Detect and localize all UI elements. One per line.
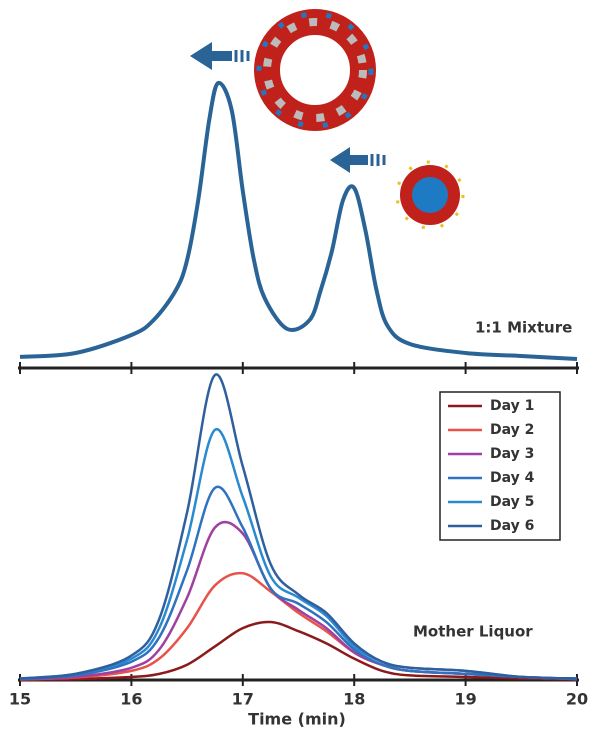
arrow-dashes (372, 154, 384, 166)
chart: 1:1 Mixture Mother Liquor Time (min) 15 1… (0, 0, 594, 734)
arrow-dashes (236, 50, 248, 62)
legend-label: Day 5 (490, 494, 534, 510)
arrow (190, 42, 232, 70)
x-tick-label: 16 (120, 690, 142, 709)
molecule-core (412, 177, 448, 213)
x-tick-label: 17 (232, 690, 254, 709)
x-tick-label: 15 (9, 690, 31, 709)
line-series (20, 522, 577, 679)
x-tick-label: 18 (343, 690, 365, 709)
x-tick-label: 20 (566, 690, 588, 709)
decoration (190, 14, 463, 228)
x-tick-label: 19 (454, 690, 476, 709)
legend-label: Day 3 (490, 446, 534, 462)
x-axis-title: Time (min) (248, 710, 346, 729)
legend-label: Day 4 (490, 470, 535, 486)
legend-label: Day 1 (490, 398, 534, 414)
annotation: 1:1 Mixture (475, 319, 572, 337)
legend-label: Day 2 (490, 422, 534, 438)
arrow (330, 147, 368, 173)
legend-label: Day 6 (490, 518, 534, 534)
annotation: Mother Liquor (413, 623, 533, 641)
